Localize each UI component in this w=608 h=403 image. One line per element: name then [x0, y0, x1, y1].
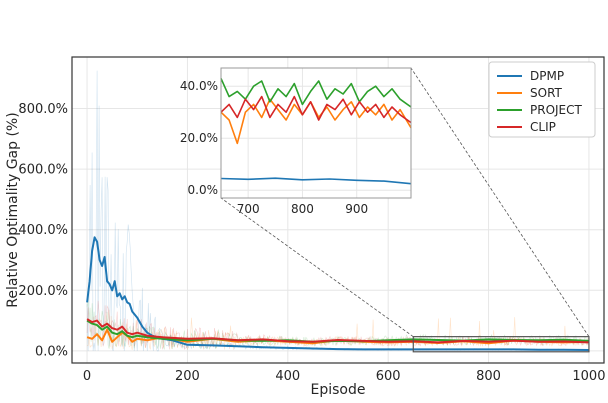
y-tick-label: 200.0%: [18, 284, 68, 299]
y-tick-label: 400.0%: [18, 223, 68, 238]
zoom-region-box: [412, 336, 590, 353]
series-noise-trace: [87, 309, 589, 350]
inset-x-tick-label: 800: [291, 202, 314, 216]
legend-label: PROJECT: [530, 103, 583, 117]
legend-label: CLIP: [530, 120, 556, 134]
main-plot-frame: [71, 56, 605, 364]
x-tick-label: 600: [376, 369, 401, 384]
inset-series-group: [220, 78, 412, 185]
series-noise-trace: [86, 300, 590, 351]
legend-label: DPMP: [530, 69, 564, 83]
inset-x-tick-label: 700: [237, 202, 260, 216]
zoom-connector-line: [220, 197, 414, 337]
inset-series-line: [220, 78, 412, 108]
inset-series-line: [220, 95, 412, 124]
x-tick-label: 200: [175, 369, 200, 384]
inset-y-tick-label: 0.0%: [188, 183, 219, 197]
x-axis-label: Episode: [311, 382, 366, 398]
legend-box: [488, 61, 596, 138]
inset-y-tick-label: 20.0%: [180, 131, 218, 145]
y-tick-label: 800.0%: [18, 102, 68, 117]
series-line: [86, 318, 589, 344]
x-tick-label: 800: [476, 369, 501, 384]
y-tick-label: 600.0%: [18, 163, 68, 178]
legend: DPMP SORT PROJECT CLIP: [488, 61, 596, 138]
x-tick-label: 400: [275, 369, 300, 384]
y-tick-label: 0.0%: [35, 344, 68, 359]
inset-tick-labels: 700 800 900 0.0% 20.0% 40.0%: [180, 79, 368, 216]
y-axis-label: Relative Optimality Gap (%): [5, 112, 21, 307]
x-tick-label: 0: [83, 369, 91, 384]
inset-frame: [220, 67, 412, 199]
inset-x-tick-label: 900: [345, 202, 368, 216]
main-tick-labels: 0 200 400 600 800 1000 0.0% 200.0% 400.0% 600.0% 8…: [18, 102, 605, 384]
legend-label: SORT: [530, 86, 563, 100]
inset-y-tick-label: 40.0%: [180, 79, 218, 93]
x-tick-label: 1000: [572, 369, 605, 384]
inset-series-line: [220, 177, 412, 185]
zoom-connector-line: [410, 67, 590, 337]
inset-grid: [221, 68, 411, 198]
